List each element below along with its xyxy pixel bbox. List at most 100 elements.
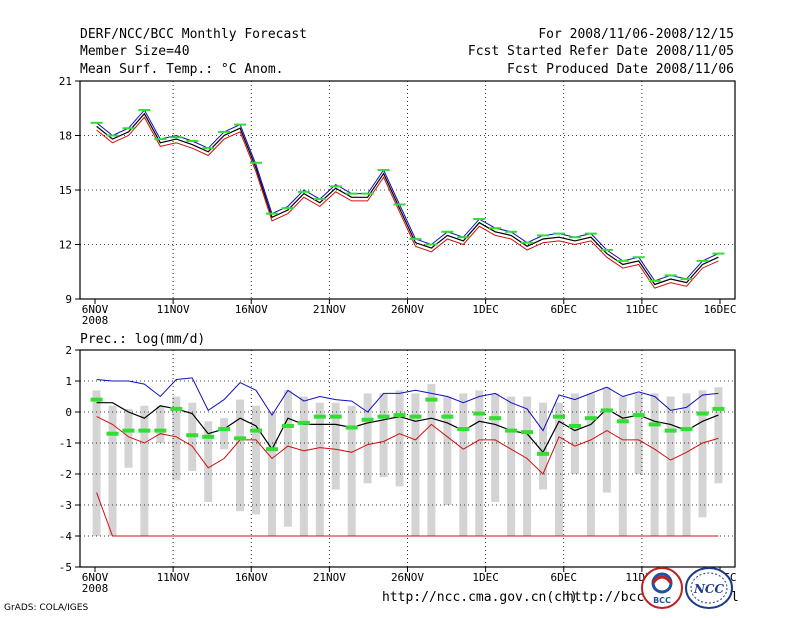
- range-bar: [267, 412, 276, 536]
- marker-point: [616, 259, 629, 262]
- marker-point: [696, 259, 709, 262]
- url-tail-text: l: [731, 590, 739, 605]
- range-bar: [140, 405, 149, 536]
- marker-point: [457, 427, 470, 432]
- url-right-link[interactable]: http://bcc.: [566, 590, 653, 605]
- marker-point: [393, 203, 406, 206]
- y-tick-label: 21: [59, 75, 72, 88]
- x-tick-label: 11DEC: [625, 303, 658, 316]
- range-bar: [299, 396, 308, 536]
- marker-point: [409, 238, 422, 241]
- y-tick-label: 0: [65, 406, 72, 419]
- start-date-label: Fcst Started Refer Date 2008/11/05: [467, 44, 734, 59]
- marker-point: [584, 232, 597, 235]
- marker-point: [313, 198, 326, 201]
- url-left-link[interactable]: http://ncc.cma.gov.cn(ch): [382, 590, 578, 605]
- marker-point: [441, 230, 454, 233]
- range-bar: [443, 396, 452, 505]
- marker-point: [425, 397, 438, 402]
- marker-point: [473, 218, 486, 221]
- marker-point: [377, 414, 390, 419]
- range-bar: [475, 390, 484, 536]
- range-bar: [395, 390, 404, 487]
- range-bar: [108, 405, 117, 536]
- series-line-lower: [96, 416, 719, 475]
- x-tick-label: 1DEC: [472, 571, 499, 584]
- range-bar: [634, 393, 643, 474]
- range-bar: [586, 393, 595, 536]
- y-tick-label: 9: [65, 293, 72, 306]
- y-tick-label: 12: [59, 239, 72, 252]
- marker-point: [712, 252, 725, 255]
- marker-point: [297, 190, 310, 193]
- marker-point: [632, 413, 645, 418]
- marker-point: [90, 121, 103, 124]
- series-line-upper: [96, 109, 719, 282]
- marker-point: [122, 127, 135, 130]
- bcc-logo: BCC: [641, 567, 683, 609]
- range-bar: [666, 396, 675, 536]
- range-bar: [682, 393, 691, 536]
- range-bar: [554, 402, 563, 536]
- marker-point: [552, 232, 565, 235]
- marker-point: [473, 411, 486, 416]
- bcc-logo-text: BCC: [653, 596, 671, 605]
- marker-point: [186, 139, 199, 142]
- x-tick-label: 6DEC: [551, 303, 578, 316]
- ncc-logo-text: NCC: [693, 582, 725, 596]
- range-bar: [618, 396, 627, 536]
- marker-point: [489, 227, 502, 230]
- range-bar: [491, 393, 500, 502]
- x-tick-label: 16DEC: [703, 303, 736, 316]
- range-bar: [411, 393, 420, 536]
- range-bar: [523, 396, 532, 536]
- marker-point: [537, 451, 550, 456]
- marker-point: [648, 279, 661, 282]
- marker-point: [441, 414, 454, 419]
- marker-point: [281, 423, 294, 428]
- marker-point: [648, 422, 661, 427]
- marker-point: [218, 130, 231, 133]
- marker-point: [329, 185, 342, 188]
- marker-point: [170, 406, 183, 411]
- marker-point: [680, 278, 693, 281]
- marker-point: [521, 430, 534, 435]
- range-bar: [602, 387, 611, 493]
- x-tick-label: 26NOV: [391, 571, 424, 584]
- series-line-ensemble-mean: [96, 112, 719, 286]
- marker-point: [489, 416, 502, 421]
- range-bar: [236, 399, 245, 512]
- marker-point: [537, 234, 550, 237]
- marker-point: [329, 414, 342, 419]
- range-bar: [331, 402, 340, 490]
- marker-point: [170, 136, 183, 139]
- marker-point: [552, 414, 565, 419]
- x-tick-label: 16NOV: [235, 303, 268, 316]
- marker-point: [154, 428, 167, 433]
- x-tick-label: 16NOV: [235, 571, 268, 584]
- marker-point: [250, 428, 263, 433]
- range-bar: [204, 421, 213, 502]
- marker-point: [361, 192, 374, 195]
- x-tick-label: 26NOV: [391, 303, 424, 316]
- marker-point: [234, 123, 247, 126]
- x-tick-sublabel: 2008: [82, 582, 109, 595]
- marker-point: [297, 420, 310, 425]
- marker-point: [664, 428, 677, 433]
- marker-point: [568, 423, 581, 428]
- range-bar: [315, 402, 324, 536]
- x-tick-label: 21NOV: [313, 571, 346, 584]
- x-tick-label: 11NOV: [157, 571, 190, 584]
- marker-point: [138, 109, 151, 112]
- produced-date-label: Fcst Produced Date 2008/11/06: [507, 62, 734, 77]
- marker-point: [202, 147, 215, 150]
- marker-point: [234, 436, 247, 441]
- range-bar: [459, 393, 468, 536]
- range-bar: [156, 405, 165, 443]
- series-line-lower: [96, 116, 719, 289]
- marker-point: [457, 236, 470, 239]
- range-bar: [252, 405, 261, 515]
- x-tick-label: 11NOV: [157, 303, 190, 316]
- range-bar: [283, 390, 292, 527]
